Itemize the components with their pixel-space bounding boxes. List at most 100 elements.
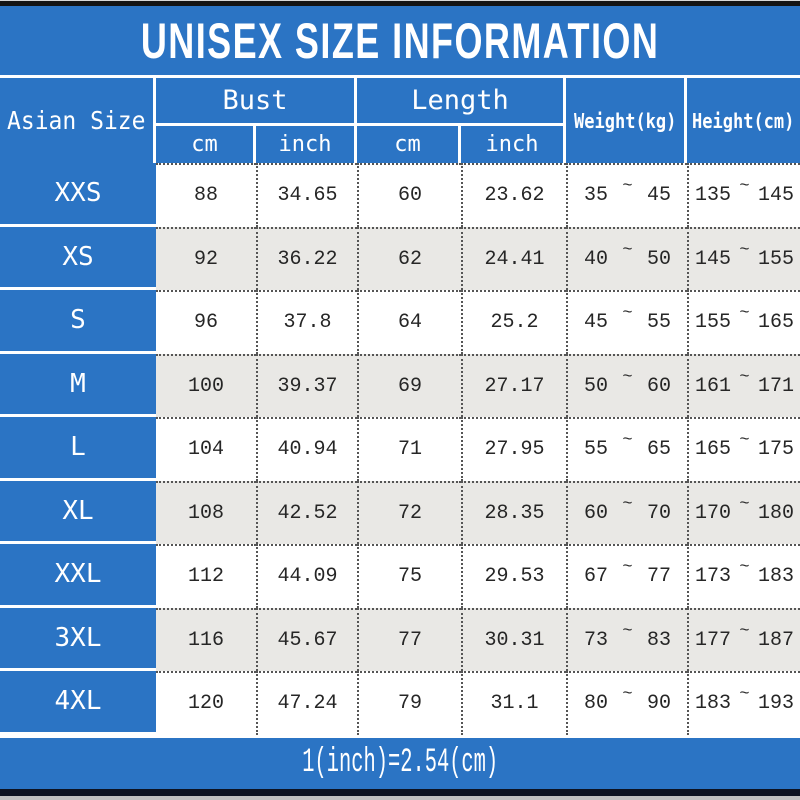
cell-weight-range: 50 ~60: [566, 353, 687, 417]
table-rows: XXS 88 34.65 60 23.62 35 ~45 135 ~145 XS 92 36.22 62…: [0, 163, 800, 735]
cell-bust-cm: 96: [156, 290, 256, 354]
cell-length-cm: 72: [357, 480, 461, 544]
tilde: ~: [622, 621, 633, 641]
cell-length-cm: 79: [357, 671, 461, 735]
cell-weight-range: 40 ~50: [566, 226, 687, 290]
size-cell: M: [0, 353, 156, 417]
range-max: 45: [646, 184, 671, 208]
range-max: 193: [757, 692, 794, 716]
range-max: 187: [757, 628, 794, 652]
cell-bust-inch: 47.24: [256, 671, 357, 735]
cell-bust-cm: 88: [156, 163, 256, 227]
range-min: 165: [695, 438, 732, 462]
divider: [0, 75, 800, 78]
cell-bust-inch: 39.37: [256, 353, 357, 417]
cell-bust-cm: 112: [156, 544, 256, 608]
table-row: M 100 39.37 69 27.17 50 ~60 161 ~171: [0, 353, 800, 417]
cell-bust-cm: 116: [156, 607, 256, 671]
tilde: ~: [739, 367, 750, 387]
range-min: 161: [695, 374, 732, 398]
header-height: Height(cm): [687, 78, 800, 163]
size-cell: XXS: [0, 163, 156, 227]
cell-height-range: 177 ~187: [687, 607, 800, 671]
cell-length-inch: 24.41: [461, 226, 566, 290]
range-min: 50: [584, 374, 609, 398]
size-cell: S: [0, 290, 156, 354]
cell-bust-cm: 92: [156, 226, 256, 290]
cell-weight-range: 55 ~65: [566, 417, 687, 481]
cell-height-range: 161 ~171: [687, 353, 800, 417]
range-min: 170: [695, 501, 732, 525]
page-title: UNISEX SIZE INFORMATION: [140, 12, 660, 69]
cell-bust-inch: 45.67: [256, 607, 357, 671]
cell-length-inch: 27.95: [461, 417, 566, 481]
cell-bust-inch: 34.65: [256, 163, 357, 227]
tilde: ~: [739, 621, 750, 641]
size-cell: L: [0, 417, 156, 481]
table-row: 4XL 120 47.24 79 31.1 80 ~90 183 ~193: [0, 671, 800, 735]
cell-length-inch: 23.62: [461, 163, 566, 227]
range-min: 55: [584, 438, 609, 462]
cell-bust-cm: 100: [156, 353, 256, 417]
tilde: ~: [622, 494, 633, 514]
size-cell: XL: [0, 480, 156, 544]
header-weight: Weight(kg): [566, 78, 687, 163]
size-cell: 3XL: [0, 607, 156, 671]
range-min: 80: [584, 692, 609, 716]
range-max: 55: [646, 311, 671, 335]
range-min: 73: [584, 628, 609, 652]
tilde: ~: [622, 558, 633, 578]
cell-bust-inch: 40.94: [256, 417, 357, 481]
conversion-note: 1(inch)=2.54(cm): [302, 744, 498, 782]
range-min: 177: [695, 628, 732, 652]
cell-weight-range: 80 ~90: [566, 671, 687, 735]
range-max: 180: [757, 501, 794, 525]
bottom-border-bar: [0, 788, 800, 796]
size-cell: 4XL: [0, 671, 156, 735]
cell-weight-range: 60 ~70: [566, 480, 687, 544]
cell-bust-cm: 108: [156, 480, 256, 544]
table-row: L 104 40.94 71 27.95 55 ~65 165 ~175: [0, 417, 800, 481]
cell-bust-cm: 120: [156, 671, 256, 735]
cell-weight-range: 67 ~77: [566, 544, 687, 608]
cell-length-inch: 29.53: [461, 544, 566, 608]
cell-length-inch: 25.2: [461, 290, 566, 354]
subheader-bust-inch: inch: [256, 126, 357, 163]
table-row: XXL 112 44.09 75 29.53 67 ~77 173 ~183: [0, 544, 800, 608]
table-row: S 96 37.8 64 25.2 45 ~55 155 ~165: [0, 290, 800, 354]
table-row: XXS 88 34.65 60 23.62 35 ~45 135 ~145: [0, 163, 800, 227]
range-max: 145: [757, 184, 794, 208]
cell-height-range: 145 ~155: [687, 226, 800, 290]
range-max: 155: [757, 247, 794, 271]
cell-bust-inch: 42.52: [256, 480, 357, 544]
cell-length-cm: 71: [357, 417, 461, 481]
range-min: 173: [695, 565, 732, 589]
cell-length-cm: 62: [357, 226, 461, 290]
cell-length-inch: 31.1: [461, 671, 566, 735]
cell-length-cm: 69: [357, 353, 461, 417]
title-bar: UNISEX SIZE INFORMATION: [0, 6, 800, 75]
header-bust: Bust: [156, 78, 357, 126]
range-max: 65: [646, 438, 671, 462]
tilde: ~: [739, 558, 750, 578]
bottom-strip: [0, 795, 800, 800]
tilde: ~: [622, 685, 633, 705]
range-max: 90: [646, 692, 671, 716]
range-min: 35: [584, 184, 609, 208]
range-max: 171: [757, 374, 794, 398]
cell-length-cm: 60: [357, 163, 461, 227]
range-min: 183: [695, 692, 732, 716]
header-asian-size: Asian Size: [0, 78, 156, 163]
cell-length-cm: 77: [357, 607, 461, 671]
range-max: 165: [757, 311, 794, 335]
cell-bust-cm: 104: [156, 417, 256, 481]
range-max: 83: [646, 628, 671, 652]
size-cell: XXL: [0, 544, 156, 608]
range-max: 175: [757, 438, 794, 462]
tilde: ~: [739, 177, 750, 197]
cell-height-range: 173 ~183: [687, 544, 800, 608]
range-max: 60: [646, 374, 671, 398]
divider: [0, 734, 800, 738]
subheader-length-cm: cm: [357, 126, 461, 163]
